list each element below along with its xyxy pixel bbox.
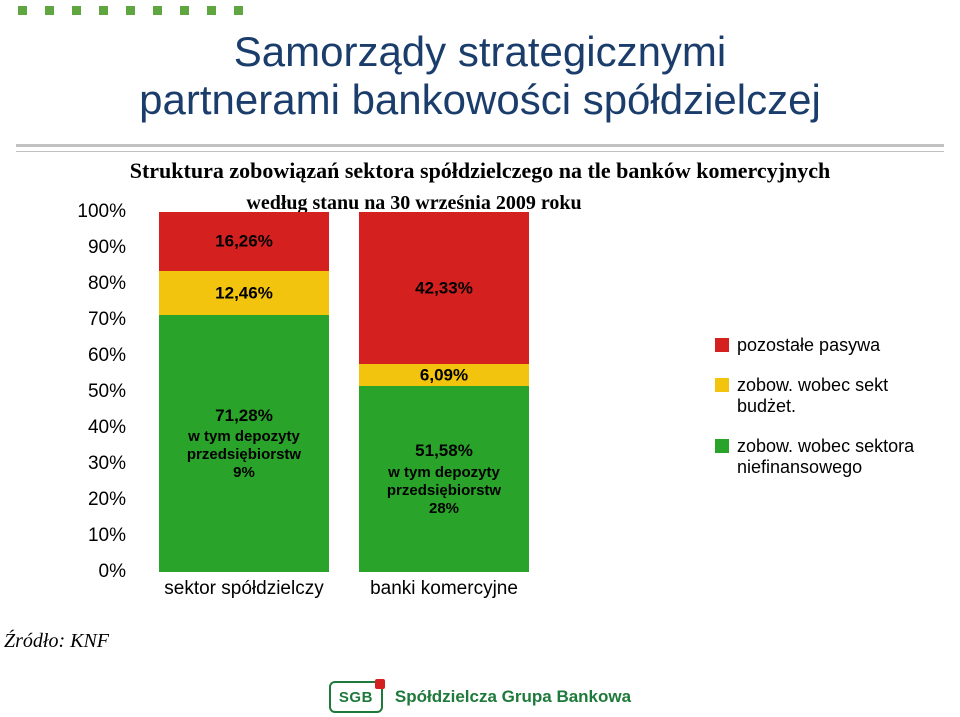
bar-segment: 16,26% bbox=[159, 212, 329, 271]
title-line-2: partnerami bankowości spółdzielczej bbox=[0, 76, 960, 124]
bar-group: 51,58%w tym depozytyprzedsiębiorstw28%6,… bbox=[359, 212, 529, 572]
y-tick: 70% bbox=[88, 309, 126, 331]
y-axis: 0%10%20%30%40%50%60%70%80%90%100% bbox=[64, 212, 134, 572]
bar-group: 71,28%w tym depozytyprzedsiębiorstw9%12,… bbox=[159, 212, 329, 572]
y-tick: 60% bbox=[88, 345, 126, 367]
y-tick: 20% bbox=[88, 489, 126, 511]
legend-item: pozostałe pasywa bbox=[715, 335, 945, 357]
y-tick: 100% bbox=[77, 201, 126, 223]
plot-area: 71,28%w tym depozytyprzedsiębiorstw9%12,… bbox=[134, 212, 634, 572]
bar-segment: 12,46% bbox=[159, 271, 329, 316]
y-tick: 80% bbox=[88, 273, 126, 295]
legend-swatch bbox=[715, 338, 729, 352]
footer-text: Spółdzielcza Grupa Bankowa bbox=[395, 687, 631, 707]
y-tick: 40% bbox=[88, 417, 126, 439]
bar-segment: 6,09% bbox=[359, 364, 529, 386]
footer: SGB Spółdzielcza Grupa Bankowa bbox=[0, 681, 960, 713]
x-axis-labels: sektor spółdzielczy banki komercyjne bbox=[134, 578, 634, 608]
y-tick: 10% bbox=[88, 525, 126, 547]
divider-top bbox=[16, 144, 944, 147]
bar-segment: 71,28%w tym depozytyprzedsiębiorstw9% bbox=[159, 315, 329, 572]
title-line-1: Samorządy strategicznymi bbox=[0, 28, 960, 76]
bar-segment: 51,58%w tym depozytyprzedsiębiorstw28% bbox=[359, 386, 529, 572]
source-label: Źródło: KNF bbox=[4, 630, 109, 653]
legend-label: zobow. wobec sektora niefinansowego bbox=[737, 436, 945, 479]
divider-bottom bbox=[16, 151, 944, 152]
legend-label: pozostałe pasywa bbox=[737, 335, 880, 357]
x-axis-label: banki komercyjne bbox=[370, 578, 518, 600]
chart-container: według stanu na 30 września 2009 roku 0%… bbox=[64, 192, 704, 622]
legend-item: zobow. wobec sektora niefinansowego bbox=[715, 436, 945, 479]
y-tick: 30% bbox=[88, 453, 126, 475]
decorative-dots bbox=[18, 6, 243, 15]
legend-item: zobow. wobec sekt budżet. bbox=[715, 375, 945, 418]
bar-segment: 42,33% bbox=[359, 212, 529, 364]
y-tick: 90% bbox=[88, 237, 126, 259]
legend-swatch bbox=[715, 439, 729, 453]
subtitle: Struktura zobowiązań sektora spółdzielcz… bbox=[0, 158, 960, 184]
legend-swatch bbox=[715, 378, 729, 392]
x-axis-label: sektor spółdzielczy bbox=[164, 578, 323, 600]
slide-title: Samorządy strategicznymi partnerami bank… bbox=[0, 28, 960, 124]
legend-label: zobow. wobec sekt budżet. bbox=[737, 375, 945, 418]
sgb-logo: SGB bbox=[329, 681, 383, 713]
logo-text: SGB bbox=[339, 689, 373, 706]
y-tick: 50% bbox=[88, 381, 126, 403]
legend: pozostałe pasywa zobow. wobec sekt budżet… bbox=[715, 335, 945, 497]
y-tick: 0% bbox=[99, 561, 126, 583]
